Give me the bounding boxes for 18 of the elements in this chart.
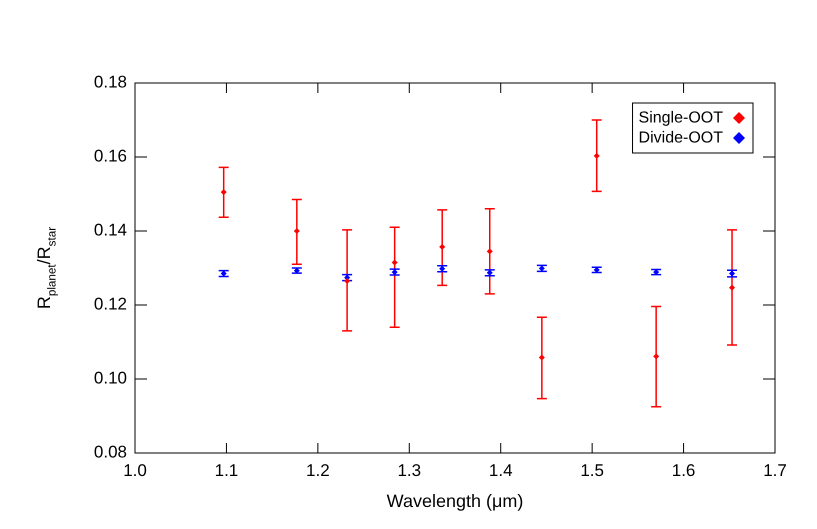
- x-tick-label: 1.2: [306, 460, 330, 480]
- y-axis-title: Rplanet/Rstar: [34, 226, 58, 310]
- x-tick-label: 1.1: [214, 460, 238, 480]
- y-tick-label: 0.08: [94, 442, 127, 462]
- x-tick-label: 1.4: [488, 460, 513, 480]
- y-tick-label: 0.10: [94, 368, 127, 388]
- y-tick-label: 0.18: [94, 72, 127, 92]
- x-tick-label: 1.0: [123, 460, 147, 480]
- y-tick-label: 0.14: [94, 220, 127, 240]
- y-tick-label: 0.12: [94, 294, 127, 314]
- x-tick-label: 1.6: [672, 460, 696, 480]
- x-tick-label: 1.7: [763, 460, 787, 480]
- legend-label: Single-OOT: [638, 109, 724, 126]
- x-tick-label: 1.5: [580, 460, 604, 480]
- y-tick-label: 0.16: [94, 146, 127, 166]
- x-tick-label: 1.3: [397, 460, 422, 480]
- x-axis-title: Wavelength (μm): [386, 491, 524, 511]
- legend-label: Divide-OOT: [638, 129, 724, 146]
